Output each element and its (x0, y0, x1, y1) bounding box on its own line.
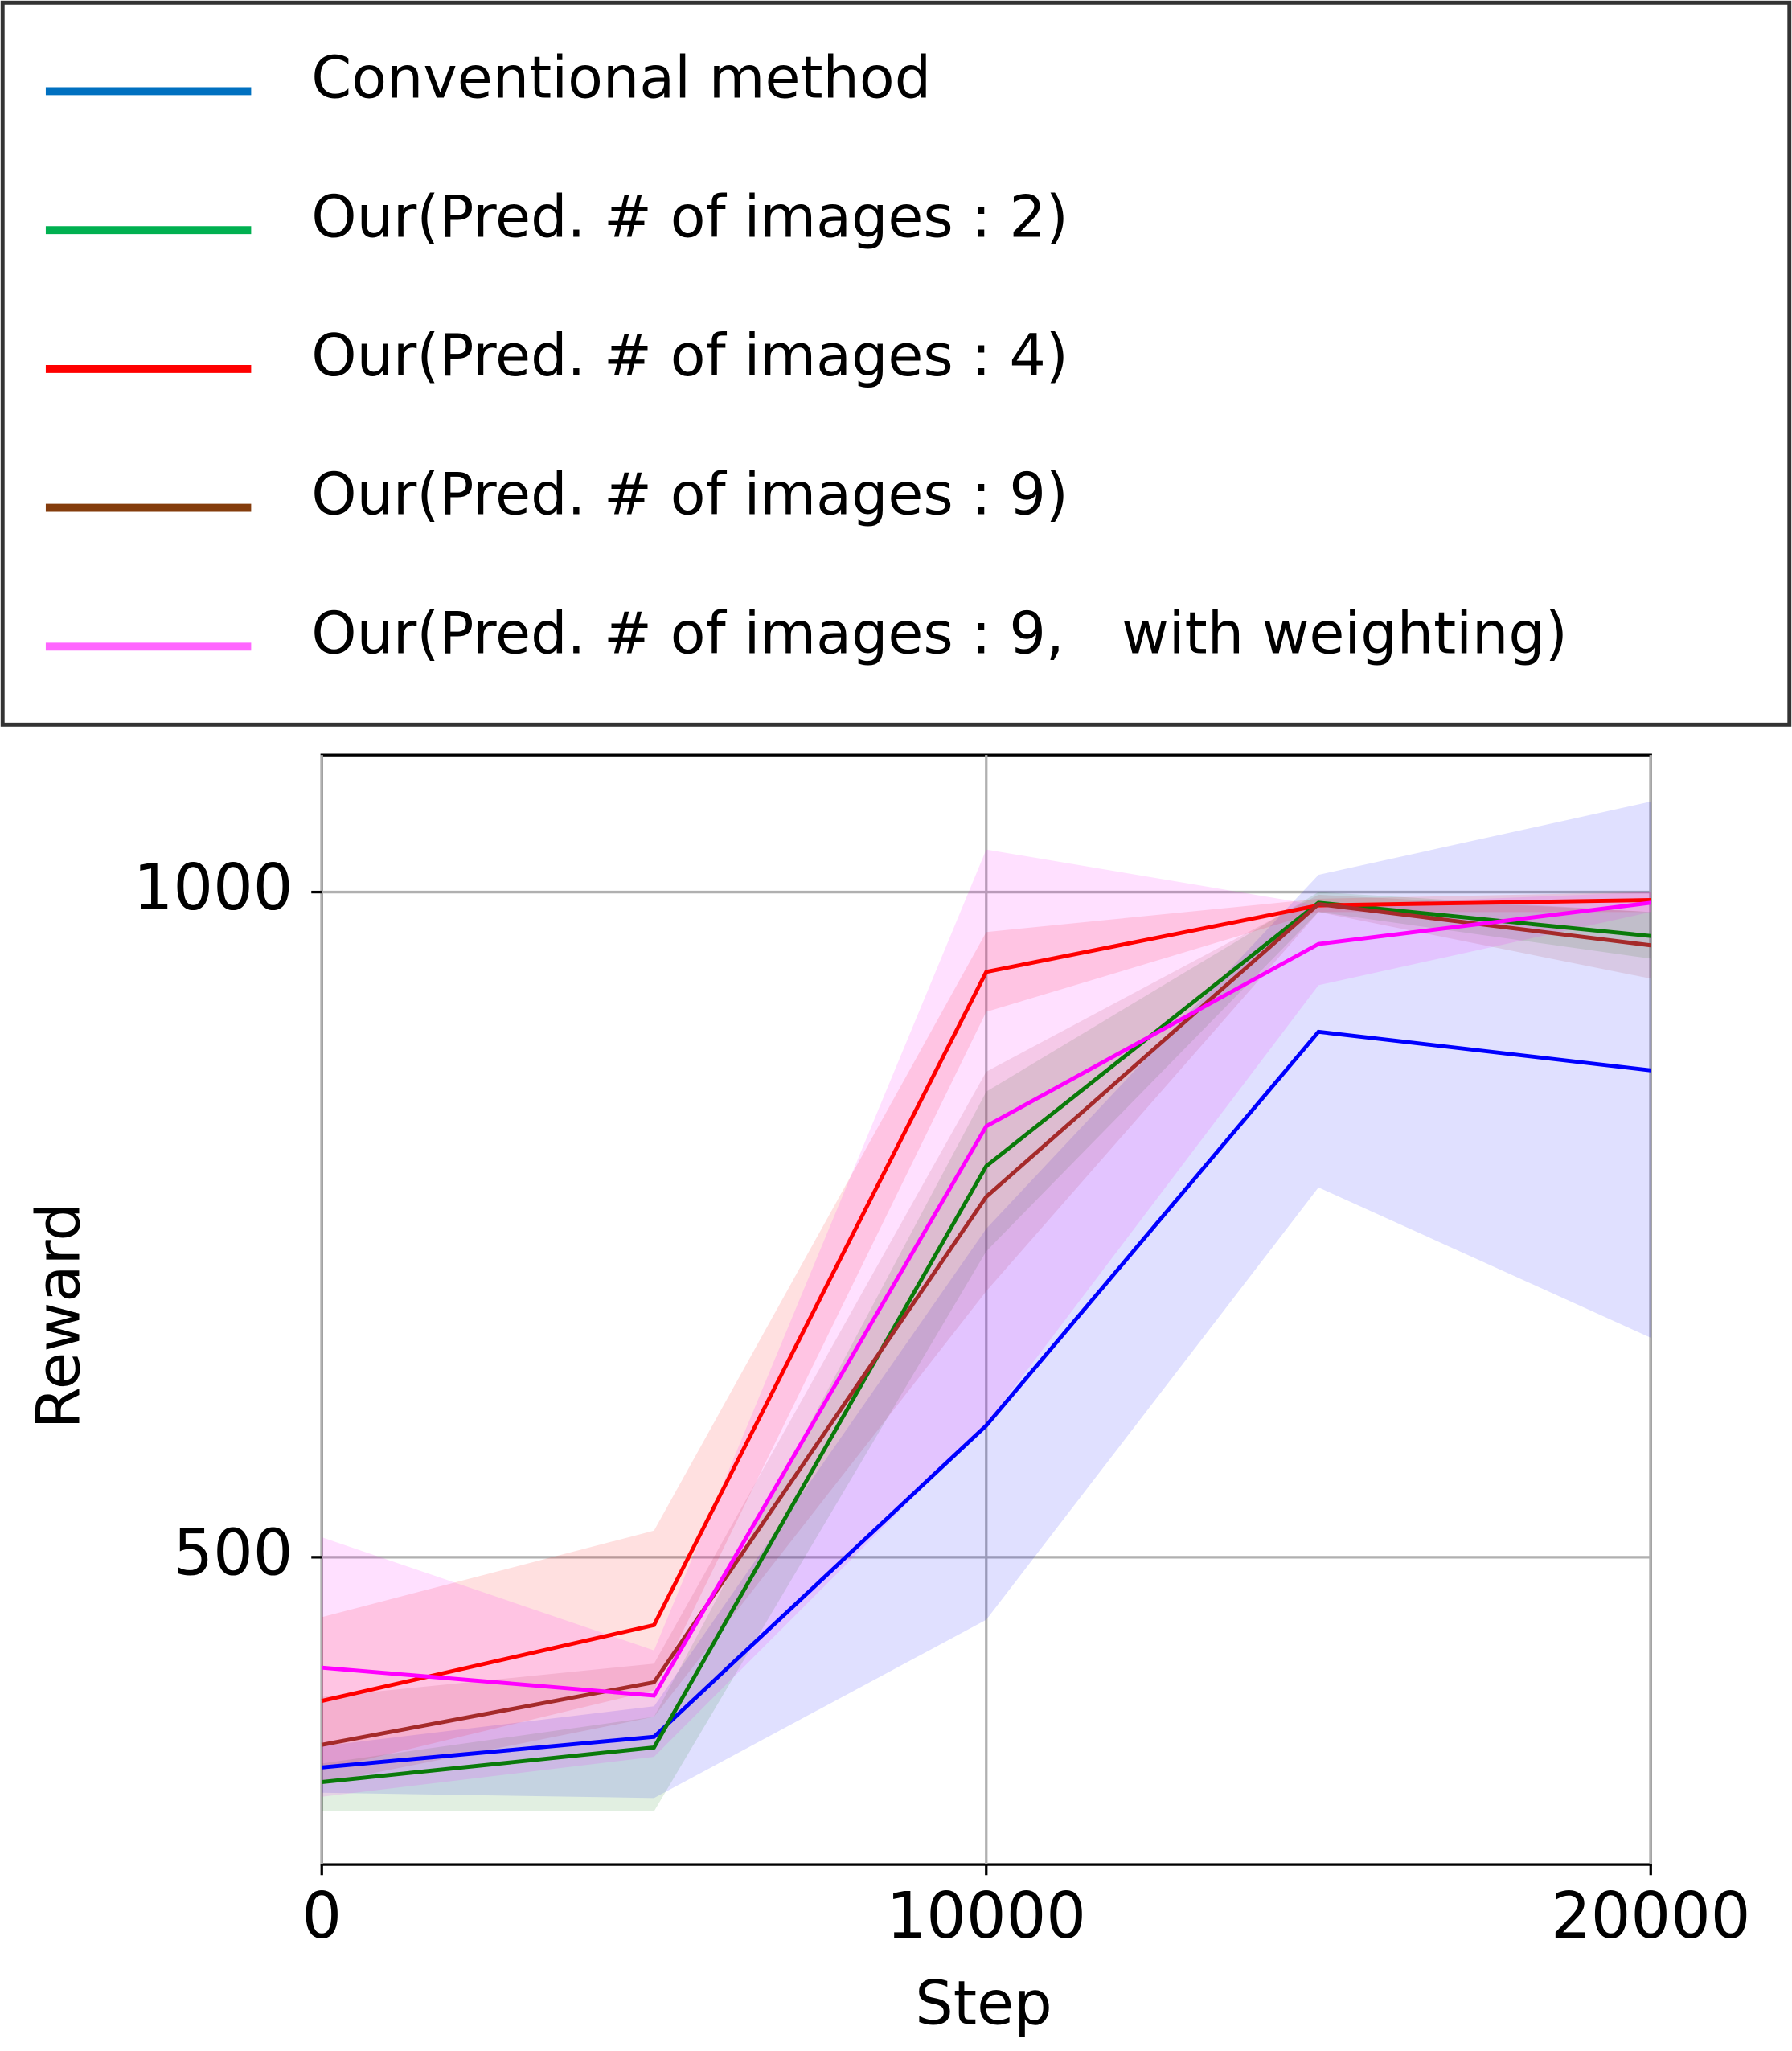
series-line (322, 1029, 1651, 1770)
x-axis-label: Step (915, 1967, 1052, 2038)
legend-label: Our(Pred. # of images : 4) (311, 322, 1068, 389)
legend-box (0, 0, 1792, 727)
plot-content (320, 755, 1652, 1865)
x-tick-label: 0 (301, 1878, 342, 1952)
y-axis-label: Reward (23, 1203, 94, 1430)
series-line (322, 900, 1651, 1698)
series-line (321, 901, 1651, 1747)
x-tick-label: 10000 (887, 1878, 1086, 1952)
y-tick-label: 500 (173, 1516, 293, 1590)
series-line (321, 900, 1651, 1784)
legend-label: Conventional method (311, 43, 931, 111)
error-band (322, 802, 1651, 1799)
error-band (322, 892, 1651, 1770)
error-band (322, 849, 1651, 1797)
y-tick-label: 1000 (133, 851, 293, 925)
legend-label: Our(Pred. # of images : 9, with weightin… (311, 599, 1568, 667)
x-tick-label: 20000 (1551, 1878, 1750, 1952)
legend-label: Our(Pred. # of images : 9) (311, 460, 1068, 527)
error-band (322, 894, 1651, 1784)
series-line (321, 898, 1651, 1703)
legend-label: Our(Pred. # of images : 2) (311, 183, 1068, 250)
